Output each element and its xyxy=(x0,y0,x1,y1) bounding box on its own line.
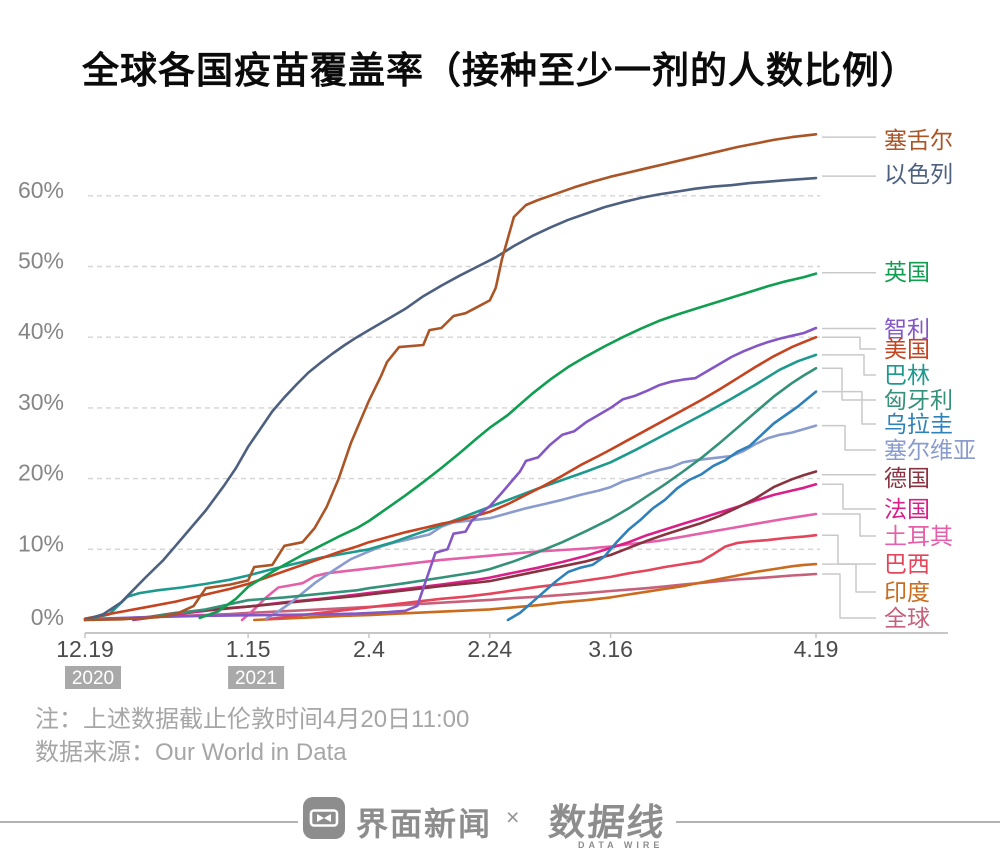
series-line-bahrain xyxy=(83,353,818,622)
series-line-seychelles xyxy=(83,133,818,622)
jiemian-news-logo-icon xyxy=(303,797,345,839)
x-tick-label: 2.24 xyxy=(467,636,512,662)
legend-label-brazil: 巴西 xyxy=(884,551,930,577)
legend-leader-serbia xyxy=(822,424,876,451)
legend-leader-uruguay xyxy=(822,390,876,425)
series-line-turkey xyxy=(240,512,818,622)
legend-label-india: 印度 xyxy=(884,579,930,605)
jiemian-news-wordmark: 界面新闻 xyxy=(356,806,493,842)
legend-leader-bahrain xyxy=(822,354,876,376)
legend-label-bahrain: 巴林 xyxy=(884,362,930,388)
footer-divider-right xyxy=(676,821,1000,823)
series-line-brazil xyxy=(264,533,818,621)
data-wire-subtitle: DATA WIRE xyxy=(578,840,664,850)
year-badge-label: 2021 xyxy=(235,668,277,689)
series-line-hungary xyxy=(132,366,818,621)
legend-label-uruguay: 乌拉圭 xyxy=(884,411,953,437)
legend-leader-turkey xyxy=(822,513,876,537)
series-line-chile xyxy=(101,326,818,620)
collab-x-separator: × xyxy=(506,804,520,830)
legend-label-uk: 英国 xyxy=(884,259,930,285)
year-badge-label: 2020 xyxy=(72,668,114,689)
legend-label-france: 法国 xyxy=(884,496,930,522)
series-line-germany xyxy=(132,470,818,621)
page-title: 全球各国疫苗覆盖率（接种至少一剂的人数比例） xyxy=(82,50,918,91)
x-tick-label: 4.19 xyxy=(794,636,839,662)
legend-label-global: 全球 xyxy=(884,605,930,631)
year-badge xyxy=(228,666,285,689)
legend-label-serbia: 塞尔维亚 xyxy=(884,437,976,463)
x-tick-label: 2.4 xyxy=(353,636,385,662)
y-tick-label: 0% xyxy=(31,604,64,630)
data-wire-wordmark: 数据线 xyxy=(546,802,668,843)
legend-label-seychelles: 塞舌尔 xyxy=(884,127,953,153)
vaccine-coverage-line-chart: 0% 10% 20% 30% 40% 50% 60% 12.19 1.15 2.4 2.24 3.16… xyxy=(18,127,976,689)
legend-leader-usa xyxy=(822,336,876,350)
series-line-israel xyxy=(83,176,818,622)
legend-label-germany: 德国 xyxy=(884,465,930,491)
legend-leader-global xyxy=(822,573,876,619)
x-tick-label: 3.16 xyxy=(588,636,633,662)
y-tick-label: 40% xyxy=(18,318,64,344)
legend-leader-france xyxy=(822,483,876,510)
legend-label-hungary: 匈牙利 xyxy=(884,387,953,413)
note-data-source: 数据来源：Our World in Data xyxy=(35,739,347,766)
y-tick-label: 30% xyxy=(18,389,64,415)
chart-notes: 注：上述数据截止伦敦时间4月20日11:00 数据来源：Our World in… xyxy=(35,703,469,769)
y-tick-label: 50% xyxy=(18,248,64,274)
y-tick-label: 10% xyxy=(18,530,64,556)
series-line-uruguay xyxy=(506,390,818,622)
legend-label-chile: 智利 xyxy=(884,316,930,342)
legend-leader-india xyxy=(822,563,876,593)
x-tick-label: 1.15 xyxy=(226,636,271,662)
y-tick-label: 20% xyxy=(18,460,64,486)
footer-divider-left xyxy=(0,821,298,823)
note-cutoff-time: 注：上述数据截止伦敦时间4月20日11:00 xyxy=(35,706,470,733)
legend-leader-brazil xyxy=(822,534,876,565)
x-tick-label: 12.19 xyxy=(56,636,114,662)
y-tick-label: 60% xyxy=(18,177,64,203)
series-line-india xyxy=(252,562,818,622)
year-badge xyxy=(65,666,121,689)
legend-label-israel: 以色列 xyxy=(884,161,953,187)
legend-label-turkey: 土耳其 xyxy=(884,523,953,549)
series-line-uk xyxy=(198,272,818,620)
legend-label-usa: 美国 xyxy=(884,336,930,362)
legend-leader-hungary xyxy=(822,367,876,401)
